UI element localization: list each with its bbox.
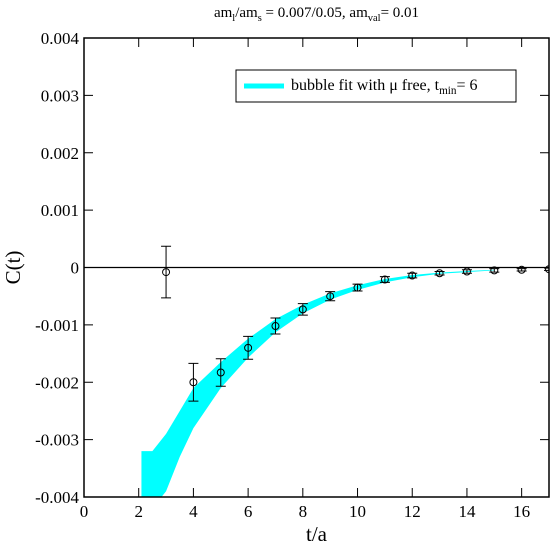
x-tick-label: 16 (513, 502, 530, 521)
data-point (379, 275, 390, 284)
marker (244, 343, 253, 352)
x-tick-label: 8 (299, 502, 308, 521)
x-tick-label: 2 (134, 502, 143, 521)
marker (298, 305, 307, 314)
data-point (407, 271, 418, 280)
text-part: min (439, 85, 457, 97)
text-part: /am (235, 5, 258, 21)
text-part: am (214, 5, 233, 21)
marker (162, 268, 171, 277)
y-tick-label: 0.002 (41, 144, 79, 163)
error-bar (243, 335, 254, 360)
x-tick-label: 12 (404, 502, 421, 521)
x-tick-label: 10 (349, 502, 366, 521)
marker (462, 267, 471, 276)
text-part: l (232, 13, 235, 24)
data-point (352, 283, 363, 292)
legend: bubble fit with μ free, tmin= 6 (235, 69, 517, 103)
error-bar (270, 317, 281, 335)
text-part: = 0.007/0.05, am (262, 5, 368, 21)
marker (189, 378, 198, 387)
error-bar (379, 276, 390, 283)
text-part: s (258, 13, 262, 24)
data-point (188, 362, 199, 402)
y-tick-label: 0.004 (41, 29, 80, 48)
y-tick-label: 0 (71, 259, 80, 278)
marker (353, 283, 362, 292)
text-part: bubble fit with μ free, t (291, 77, 440, 94)
text-part: = 0.01 (381, 5, 419, 21)
error-bar (215, 358, 226, 387)
data-point (297, 303, 308, 316)
marker (435, 269, 444, 278)
marker (216, 368, 225, 377)
x-tick-label: 6 (244, 502, 253, 521)
marker (408, 271, 417, 280)
chart-title: aml/ams = 0.007/0.05, amval= 0.01 (214, 5, 419, 24)
data-point (243, 335, 254, 360)
y-axis-label: C(t) (1, 251, 25, 285)
marker (490, 266, 499, 275)
data-point (215, 358, 226, 387)
data-point (489, 266, 500, 275)
error-bar (407, 272, 418, 279)
marker (271, 322, 280, 331)
data-point (461, 267, 472, 276)
text-part: = 6 (457, 77, 478, 94)
x-tick-label: 4 (189, 502, 198, 521)
legend-label: bubble fit with μ free, tmin= 6 (291, 77, 478, 97)
data-point (434, 269, 445, 278)
data-point (270, 317, 281, 335)
y-tick-label: -0.004 (35, 488, 79, 507)
data-point (544, 265, 549, 274)
y-tick-label: -0.003 (35, 431, 79, 450)
data-point (161, 245, 172, 299)
text-part: val (368, 13, 381, 24)
marker (326, 292, 335, 301)
data-point (516, 265, 527, 274)
y-tick-label: 0.003 (41, 86, 79, 105)
y-tick-label: -0.001 (35, 316, 79, 335)
error-bar (161, 245, 172, 299)
y-tick-label: -0.002 (35, 373, 79, 392)
error-bar (188, 362, 199, 402)
x-tick-label: 0 (80, 502, 89, 521)
data-point (325, 291, 336, 302)
fit-band (141, 269, 495, 497)
x-tick-label: 14 (458, 502, 476, 521)
marker (517, 265, 526, 274)
plot-area (84, 245, 549, 497)
y-tick-label: 0.001 (41, 201, 79, 220)
marker (380, 275, 389, 284)
marker (545, 265, 549, 274)
x-axis-label: t/a (306, 522, 328, 545)
